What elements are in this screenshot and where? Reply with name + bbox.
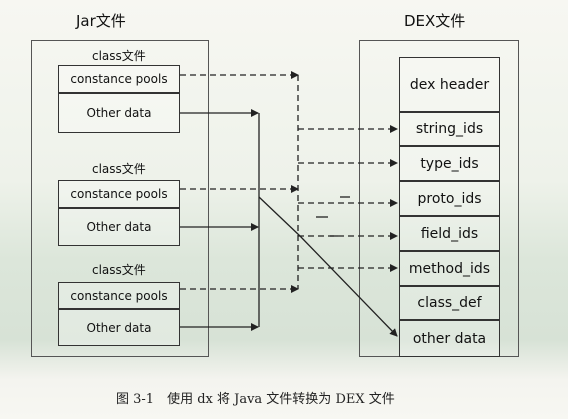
other-data-box-2: Other data <box>58 208 180 246</box>
dex-title: DEX文件 <box>404 12 466 30</box>
class-def-box: class_def <box>399 286 500 320</box>
other-data-box-1: Other data <box>58 93 180 133</box>
constance-pools-box-1: constance pools <box>58 65 180 93</box>
figure-caption: 图 3-1 使用 dx 将 Java 文件转换为 DEX 文件 <box>116 392 395 407</box>
constance-pools-box-3: constance pools <box>58 282 180 309</box>
field-ids-box: field_ids <box>399 216 500 251</box>
class-label-1: class文件 <box>92 49 146 63</box>
other-data-dex-box: other data <box>399 320 500 357</box>
method-ids-box: method_ids <box>399 251 500 286</box>
solid-arrow-to-other-data <box>258 196 398 337</box>
constance-pools-box-2: constance pools <box>58 180 180 208</box>
jar-container <box>31 40 209 357</box>
string-ids-box: string_ids <box>399 112 500 146</box>
class-label-3: class文件 <box>92 263 146 277</box>
proto-ids-box: proto_ids <box>399 181 500 216</box>
jar-title: Jar文件 <box>76 12 126 30</box>
dex-header-box: dex header <box>399 57 500 112</box>
other-data-box-3: Other data <box>58 309 180 346</box>
type-ids-box: type_ids <box>399 146 500 181</box>
class-label-2: class文件 <box>92 162 146 176</box>
